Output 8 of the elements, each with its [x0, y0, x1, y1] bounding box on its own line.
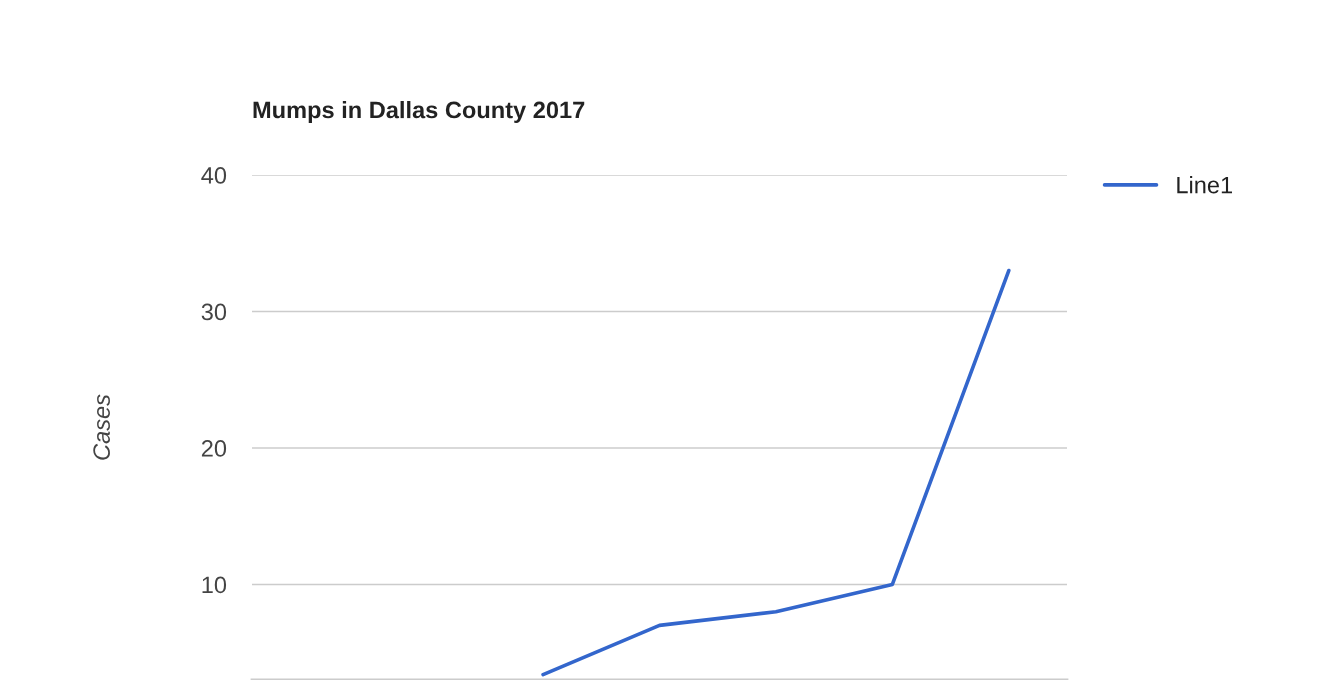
legend-label: Line1 [1177, 176, 1232, 194]
y-tick-label: 10 [202, 576, 227, 594]
y-tick-label: 30 [201, 303, 227, 321]
y-tick-label: 20 [201, 440, 227, 457]
y-tick-label: 40 [201, 167, 227, 184]
chart-title: Mumps in Dallas County 2017 [253, 101, 585, 123]
y-axis-title: Cases [93, 394, 110, 460]
line-series [541, 268, 1011, 677]
